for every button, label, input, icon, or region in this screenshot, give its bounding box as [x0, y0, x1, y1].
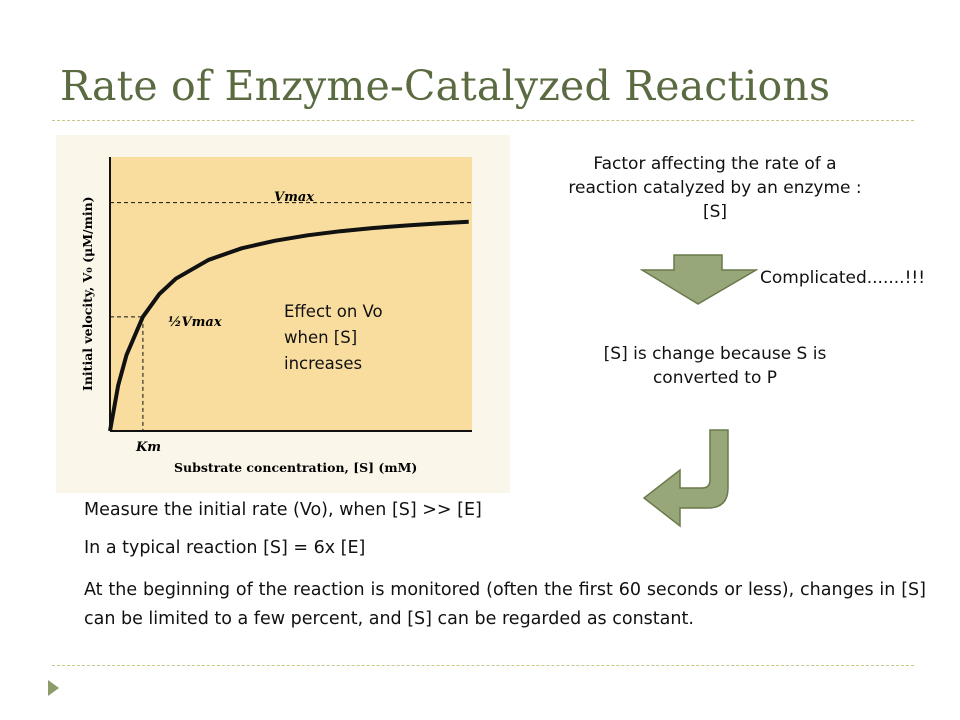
km-label: Km: [135, 440, 161, 455]
footer-bullet-icon: [48, 680, 59, 696]
body-paragraph: At the beginning of the reaction is moni…: [84, 580, 926, 629]
change-line-1: [S] is change because S is: [603, 344, 827, 364]
factor-text: Factor affecting the rate of a reaction …: [520, 152, 910, 224]
factor-line-1: Factor affecting the rate of a: [593, 154, 837, 174]
change-text: [S] is change because S is converted to …: [540, 342, 890, 390]
down-arrow-icon: [640, 254, 758, 305]
y-axis-label: Initial velocity, V₀ (μM/min): [80, 196, 95, 391]
annotation-line-1: Effect on Vo: [284, 302, 383, 321]
return-arrow-icon: [642, 429, 729, 528]
body-line-2: In a typical reaction [S] = 6x [E]: [84, 538, 366, 558]
annotation-line-2: when [S]: [284, 328, 357, 347]
complicated-text: Complicated.......!!!: [760, 268, 926, 288]
body-line-1: Measure the initial rate (Vo), when [S] …: [84, 500, 482, 520]
velocity-curve: [108, 219, 469, 432]
x-axis-label: Substrate concentration, [S] (mM): [174, 460, 417, 475]
footer-divider: [52, 665, 914, 666]
annotation-line-3: increases: [284, 354, 362, 373]
factor-line-2: reaction catalyzed by an enzyme :: [568, 178, 862, 198]
change-line-2: converted to P: [652, 368, 778, 388]
slide-title: Rate of Enzyme-Catalyzed Reactions: [60, 62, 831, 110]
vmax-label: Vmax: [274, 190, 314, 205]
michaelis-menten-chart: Vmax ½Vmax Km Substrate concentration, […: [56, 135, 510, 493]
half-vmax-label: ½Vmax: [168, 315, 222, 330]
factor-line-3: [S]: [702, 202, 728, 222]
title-divider: [52, 120, 914, 121]
